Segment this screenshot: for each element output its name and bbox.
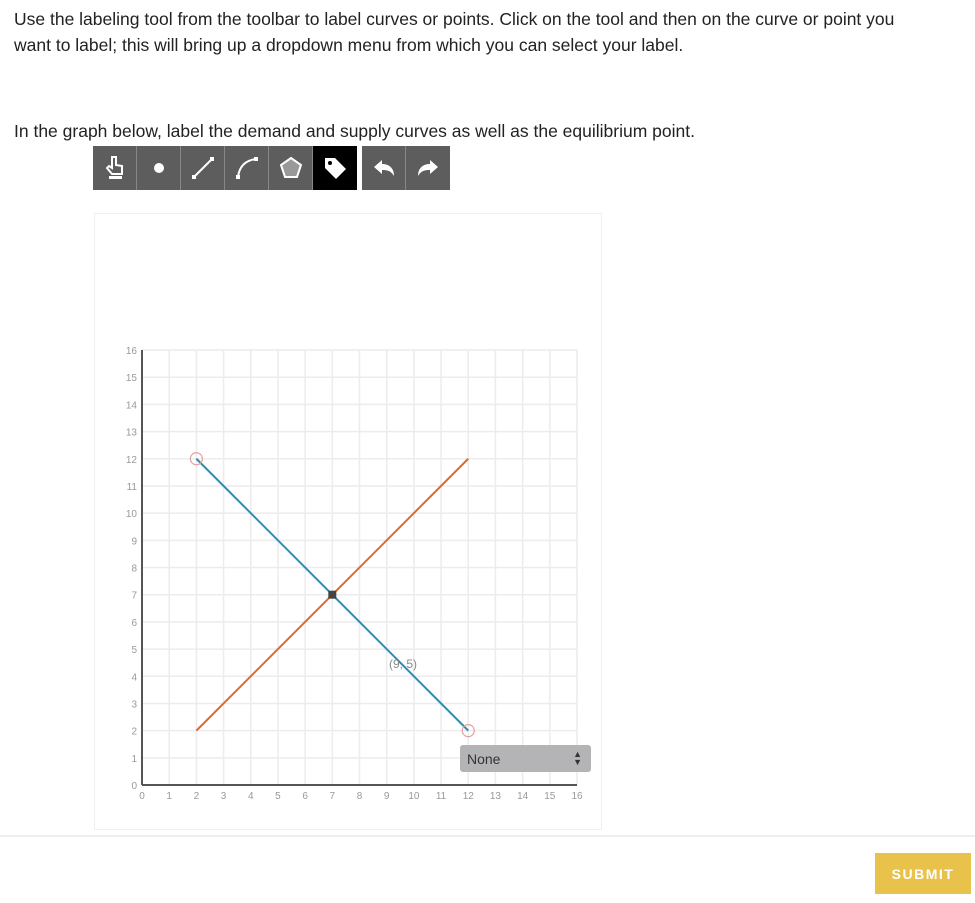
line-tool-button[interactable] <box>181 146 225 190</box>
curve-tool-button[interactable] <box>225 146 269 190</box>
undo-button[interactable] <box>362 146 406 190</box>
undo-icon <box>373 160 394 176</box>
endpoint-marker <box>461 724 475 738</box>
instructions-text: Use the labeling tool from the toolbar t… <box>14 9 895 55</box>
curve-icon <box>235 157 258 179</box>
point-tool-button[interactable] <box>137 146 181 190</box>
x-tick-label: 3 <box>221 791 227 802</box>
y-tick-label: 12 <box>126 455 138 466</box>
polygon-icon <box>279 156 302 178</box>
x-tick-label: 9 <box>384 791 390 802</box>
hand-icon <box>105 156 123 179</box>
y-tick-label: 10 <box>126 509 138 520</box>
y-tick-label: 9 <box>131 536 137 547</box>
x-tick-label: 0 <box>139 791 145 802</box>
redo-icon <box>418 160 438 176</box>
x-tick-label: 8 <box>357 791 363 802</box>
y-tick-label: 14 <box>126 400 138 411</box>
line-icon <box>191 157 214 179</box>
point-icon <box>153 163 164 173</box>
divider <box>0 835 975 837</box>
graph-toolbar <box>93 146 450 190</box>
y-tick-label: 4 <box>131 672 137 683</box>
y-tick-label: 7 <box>131 591 137 602</box>
submit-button[interactable]: SUBMIT <box>875 853 971 894</box>
x-tick-label: 2 <box>194 791 200 802</box>
label-dropdown[interactable]: None ▲ ▼ <box>460 745 591 772</box>
x-tick-label: 14 <box>517 791 529 802</box>
y-tick-label: 11 <box>127 482 138 493</box>
polygon-tool-button[interactable] <box>269 146 313 190</box>
task-text: In the graph below, label the demand and… <box>14 121 695 141</box>
x-tick-label: 12 <box>463 791 475 802</box>
hand-tool-button[interactable] <box>93 146 137 190</box>
graph-panel <box>94 213 602 830</box>
y-tick-label: 2 <box>131 727 137 738</box>
graph-canvas[interactable]: 0011223344556677889910101111121213131414… <box>0 0 975 830</box>
x-tick-label: 4 <box>248 791 254 802</box>
x-tick-label: 5 <box>275 791 281 802</box>
y-tick-label: 1 <box>131 754 137 765</box>
y-tick-label: 3 <box>131 699 137 710</box>
label-dropdown-value: None <box>467 750 501 767</box>
y-tick-label: 16 <box>126 346 138 357</box>
y-tick-label: 8 <box>131 564 137 575</box>
x-tick-label: 15 <box>544 791 556 802</box>
x-tick-label: 6 <box>302 791 308 802</box>
select-arrows-icon: ▲ ▼ <box>573 749 582 767</box>
equilibrium-point[interactable] <box>328 590 337 599</box>
label-tool-button[interactable] <box>313 146 357 190</box>
y-tick-label: 15 <box>126 373 138 384</box>
x-tick-label: 16 <box>571 791 583 802</box>
label-tag-icon <box>325 158 346 179</box>
coordinate-tooltip: (9, 5) <box>389 657 417 671</box>
x-tick-label: 1 <box>166 791 172 802</box>
x-tick-label: 10 <box>408 791 420 802</box>
x-tick-label: 11 <box>436 791 447 802</box>
y-tick-label: 6 <box>131 618 137 629</box>
redo-button[interactable] <box>406 146 450 190</box>
x-tick-label: 13 <box>490 791 502 802</box>
y-tick-label: 5 <box>131 645 137 656</box>
x-tick-label: 7 <box>330 791 336 802</box>
y-tick-label: 13 <box>126 428 138 439</box>
endpoint-marker <box>189 452 203 466</box>
y-tick-label: 0 <box>131 781 137 792</box>
